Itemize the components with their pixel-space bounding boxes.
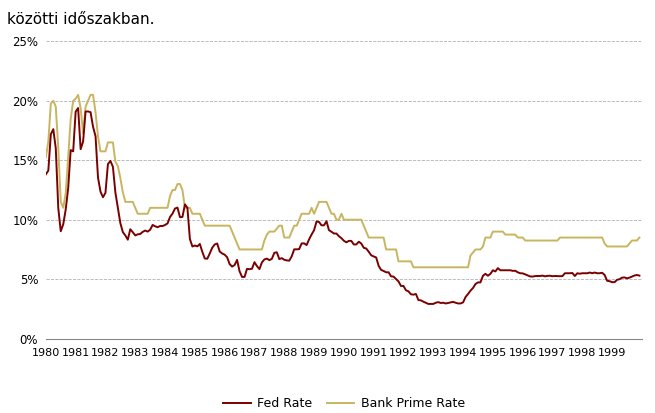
Bank Prime Rate xyxy=(635,235,643,240)
Fed Rate xyxy=(42,172,50,177)
Fed Rate xyxy=(598,270,606,275)
Bank Prime Rate xyxy=(84,98,92,103)
Legend: Fed Rate, Bank Prime Rate: Fed Rate, Bank Prime Rate xyxy=(218,392,470,413)
Bank Prime Rate xyxy=(74,93,82,97)
Bank Prime Rate xyxy=(67,117,75,122)
Fed Rate xyxy=(424,301,432,306)
Bank Prime Rate xyxy=(42,155,50,160)
Bank Prime Rate xyxy=(246,247,253,252)
Line: Fed Rate: Fed Rate xyxy=(46,108,639,304)
Fed Rate xyxy=(440,300,447,305)
Fed Rate xyxy=(246,267,253,272)
Bank Prime Rate xyxy=(598,235,606,240)
Fed Rate xyxy=(67,148,75,153)
Fed Rate xyxy=(84,109,92,114)
Fed Rate xyxy=(635,273,643,278)
Fed Rate xyxy=(74,106,82,111)
Text: közötti időszakban.: közötti időszakban. xyxy=(7,12,154,27)
Line: Bank Prime Rate: Bank Prime Rate xyxy=(46,95,639,267)
Bank Prime Rate xyxy=(139,211,147,216)
Fed Rate xyxy=(139,229,147,234)
Bank Prime Rate xyxy=(409,265,417,270)
Bank Prime Rate xyxy=(440,265,447,270)
